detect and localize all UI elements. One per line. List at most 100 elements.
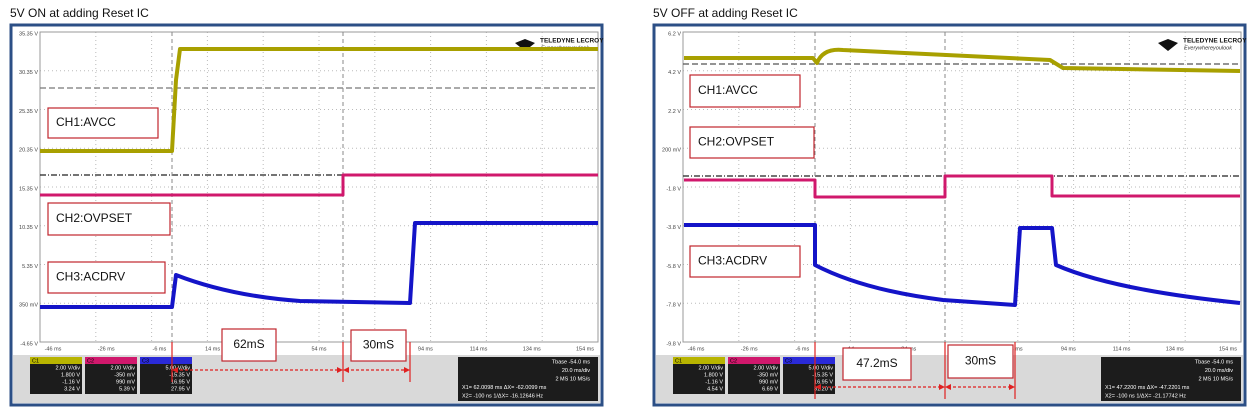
waveform	[684, 47, 1241, 73]
channel-setting: -15.35 V	[812, 372, 833, 378]
timebase-setting: X2= -100 ns 1/ΔX= -21.17742 Hz	[1105, 393, 1186, 399]
waveform	[40, 173, 598, 197]
y-tick-label: 30.35 V	[19, 70, 38, 76]
x-tick-label: -6 ms	[796, 346, 810, 352]
x-tick-label: -26 ms	[98, 346, 115, 352]
channel-setting: -350 mV	[757, 372, 778, 378]
channel-setting: 5.00 V/div	[809, 365, 834, 371]
scope-panel: 5V ON at adding Reset IC 35.35 V 30.35 V 25…	[9, 6, 604, 407]
timebase-setting: 2 MS 10 MS/s	[555, 376, 590, 382]
channel-body	[673, 364, 725, 394]
channel-setting: 1.800 V	[61, 372, 80, 378]
channel-body	[30, 364, 82, 394]
y-tick-label: 350 mV	[19, 303, 38, 309]
y-tick-label: 6.2 V	[668, 31, 681, 37]
label-box	[842, 347, 912, 381]
x-tick-label: -6 ms	[153, 346, 167, 352]
logo: TELEDYNE LECROY	[1183, 38, 1247, 45]
channel-name: C2	[730, 358, 737, 364]
channel-setting: 2.00 V/div	[754, 365, 779, 371]
channel-setting: 27.95 V	[171, 386, 190, 392]
channel-setting: -1.16 V	[62, 379, 80, 385]
channel-name: C2	[87, 358, 94, 364]
channel-header	[85, 357, 137, 364]
channel-body	[85, 364, 137, 394]
channel-header	[783, 357, 835, 364]
x-tick-label: 114 ms	[1113, 346, 1131, 352]
label-box	[947, 344, 1014, 379]
x-tick-label: 14 ms	[205, 346, 220, 352]
channel-setting: 2.00 V/div	[111, 365, 136, 371]
label-box	[47, 261, 166, 294]
y-tick-label: 200 mV	[662, 148, 681, 154]
channel-setting: 3.24 V	[64, 386, 80, 392]
channel-body	[783, 364, 835, 394]
channel-header	[728, 357, 780, 364]
channel-name: C3	[142, 358, 149, 364]
channel-setting: 5.39 V	[119, 386, 135, 392]
channel-setting: -350 mV	[114, 372, 135, 378]
channel-setting: 6.69 V	[762, 386, 778, 392]
timebase-body	[1101, 357, 1241, 401]
timebase-setting: X2= -100 ns 1/ΔX= -16.12646 Hz	[462, 393, 543, 399]
tagline: Everywhereyoulook	[1184, 45, 1232, 51]
y-tick-label: 35.35 V	[19, 31, 38, 37]
waveform	[684, 223, 1241, 307]
label-box	[47, 107, 159, 139]
channel-setting: 1.800 V	[704, 372, 723, 378]
panel-title: 5V ON at adding Reset IC	[10, 6, 149, 20]
channel-setting: 16.95 V	[814, 379, 833, 385]
y-tick-label: 5.35 V	[22, 264, 38, 270]
y-tick-label: 25.35 V	[19, 109, 38, 115]
channel-setting: 4.54 V	[707, 386, 723, 392]
timebase-setting: X1= 62.0098 ms ΔX= -62.0099 ms	[462, 385, 547, 391]
channel-setting: 990 mV	[759, 379, 778, 385]
interval-label: 62mS	[233, 337, 264, 351]
label-box	[689, 245, 801, 278]
y-tick-label: 10.35 V	[19, 225, 38, 231]
label-box	[47, 202, 171, 236]
y-tick-label: 20.35 V	[19, 148, 38, 154]
y-tick-label: -5.8 V	[666, 264, 681, 270]
logo-icon	[1158, 39, 1178, 51]
x-tick-label: 134 ms	[1166, 346, 1184, 352]
interval-label: 30mS	[965, 354, 996, 368]
y-tick-label: -9.8 V	[666, 341, 681, 347]
channel-label: CH1:AVCC	[56, 115, 116, 129]
x-tick-label: 114 ms	[470, 346, 488, 352]
x-tick-label: -46 ms	[45, 346, 62, 352]
x-tick-label: 134 ms	[523, 346, 541, 352]
logo: TELEDYNE LECROY	[540, 38, 604, 45]
y-tick-label: -4.65 V	[20, 341, 38, 347]
panel-title: 5V OFF at adding Reset IC	[653, 6, 798, 20]
channel-body	[140, 364, 192, 394]
label-box	[350, 329, 407, 362]
channel-name: C3	[785, 358, 792, 364]
channel-name: C1	[32, 358, 39, 364]
timebase-setting: 20.0 ms/div	[562, 368, 590, 374]
plot-border	[39, 31, 599, 343]
y-tick-label: -3.8 V	[666, 225, 681, 231]
channel-setting: -15.35 V	[169, 372, 190, 378]
waveform	[40, 47, 598, 153]
channel-setting: -1.16 V	[705, 379, 723, 385]
channel-name: C1	[675, 358, 682, 364]
waveform	[684, 174, 1240, 199]
y-tick-label: 4.2 V	[668, 70, 681, 76]
channel-label: CH3:ACDRV	[698, 254, 767, 268]
interval-label: 47.2mS	[856, 356, 897, 370]
waveform	[40, 221, 598, 309]
x-tick-label: 94 ms	[418, 346, 433, 352]
timebase-body	[458, 357, 598, 401]
x-tick-label: -46 ms	[688, 346, 705, 352]
channel-body	[728, 364, 780, 394]
channel-header	[30, 357, 82, 364]
y-tick-label: 15.35 V	[19, 186, 38, 192]
x-tick-label: 54 ms	[312, 346, 327, 352]
x-tick-label: 94 ms	[1061, 346, 1076, 352]
channel-setting: 16.95 V	[171, 379, 190, 385]
timebase-setting: 2 MS 10 MS/s	[1198, 376, 1233, 382]
label-box	[689, 74, 801, 108]
plot-border	[682, 31, 1242, 343]
